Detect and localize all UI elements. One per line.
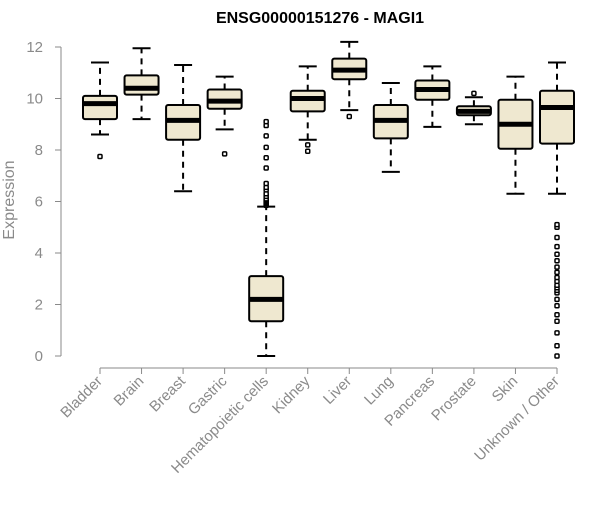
outlier-point xyxy=(221,151,228,157)
x-tick-label: Brain xyxy=(111,373,148,410)
y-axis: 0 2 4 6 8 10 12 xyxy=(26,39,62,365)
box-5 xyxy=(289,65,326,155)
outlier-point xyxy=(554,251,560,258)
box-2 xyxy=(165,64,202,193)
x-tick-label: Bladder xyxy=(57,373,106,422)
outlier-point xyxy=(554,221,560,228)
x-tick-label: Breast xyxy=(146,372,189,415)
outlier-point xyxy=(263,180,269,187)
outlier-point xyxy=(554,342,560,349)
outlier-point xyxy=(554,269,560,276)
y-tick-label: 4 xyxy=(35,245,43,262)
outlier-point xyxy=(263,118,269,125)
outlier-point xyxy=(471,90,477,97)
outlier-point xyxy=(554,318,560,324)
outlier-point xyxy=(554,330,560,336)
chart-title: ENSG00000151276 - MAGI1 xyxy=(216,10,424,27)
box-4 xyxy=(248,118,285,357)
y-tick-label: 10 xyxy=(26,91,43,108)
x-tick-label: Kidney xyxy=(269,372,314,417)
y-tick-label: 2 xyxy=(35,297,43,314)
y-tick-label: 6 xyxy=(35,194,43,211)
iqr-box xyxy=(289,89,326,113)
outlier-point xyxy=(554,264,560,270)
box-0 xyxy=(82,61,118,160)
box-8 xyxy=(414,65,451,128)
outlier-point xyxy=(263,165,269,171)
x-tick-label: Skin xyxy=(489,373,522,406)
box-7 xyxy=(372,82,409,173)
y-tick-label: 8 xyxy=(35,142,43,159)
outlier-point xyxy=(554,234,560,241)
outlier-point xyxy=(554,312,560,318)
box-1 xyxy=(123,47,160,121)
box-6 xyxy=(331,40,368,120)
outlier-point xyxy=(554,274,560,281)
outlier-point xyxy=(554,243,560,250)
outlier-point xyxy=(554,353,560,359)
outlier-point xyxy=(346,113,353,120)
outlier-point xyxy=(554,303,560,309)
outlier-point xyxy=(554,257,560,264)
outlier-point xyxy=(304,148,311,155)
outlier-point xyxy=(554,296,560,303)
iqr-box xyxy=(82,94,118,121)
outlier-point xyxy=(263,133,269,139)
x-tick-label: Liver xyxy=(320,373,355,408)
box-3 xyxy=(206,75,243,157)
x-tick-label: Prostate xyxy=(428,373,480,425)
boxes-group xyxy=(82,40,575,359)
y-axis-label: Expression xyxy=(1,160,18,239)
box-11 xyxy=(539,61,575,359)
iqr-box xyxy=(539,89,575,145)
outlier-point xyxy=(263,154,269,161)
outlier-point xyxy=(304,142,311,148)
y-tick-label: 12 xyxy=(26,39,43,56)
x-tick-label: Lung xyxy=(361,373,397,409)
y-tick-label: 0 xyxy=(35,348,43,365)
outlier-point xyxy=(263,144,269,151)
box-9 xyxy=(455,90,492,126)
outlier-point xyxy=(97,153,103,160)
iqr-box xyxy=(123,74,160,96)
box-10 xyxy=(497,75,534,195)
